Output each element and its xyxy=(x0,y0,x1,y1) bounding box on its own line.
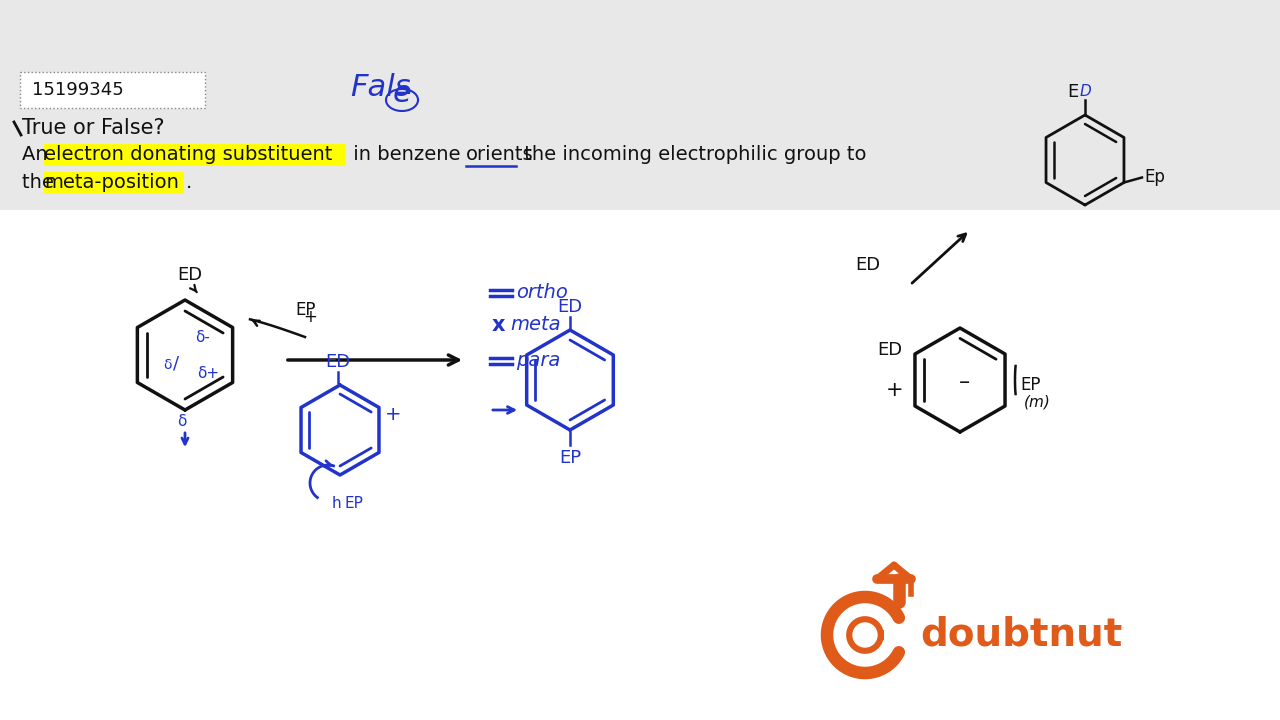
Text: 15199345: 15199345 xyxy=(32,81,124,99)
Text: ED: ED xyxy=(325,353,351,371)
Text: True or False?: True or False? xyxy=(22,118,165,138)
Text: An: An xyxy=(22,145,54,164)
Text: meta: meta xyxy=(509,315,561,335)
Text: δ: δ xyxy=(163,358,172,372)
Bar xyxy=(20,72,205,108)
Text: the incoming electrophilic group to: the incoming electrophilic group to xyxy=(518,145,867,164)
Text: EP: EP xyxy=(1020,376,1041,394)
Text: meta-position: meta-position xyxy=(44,174,179,192)
Text: x: x xyxy=(492,315,506,335)
Text: para: para xyxy=(516,351,561,371)
Text: +: + xyxy=(385,405,401,425)
Bar xyxy=(0,0,1280,210)
Text: ED: ED xyxy=(557,298,582,316)
Text: /: / xyxy=(173,354,179,372)
Text: –: – xyxy=(960,372,970,392)
Text: δ: δ xyxy=(177,413,187,428)
Text: e: e xyxy=(393,78,412,107)
Text: .: . xyxy=(186,174,192,192)
Text: ED: ED xyxy=(877,341,902,359)
Text: h: h xyxy=(332,495,342,510)
Text: EP: EP xyxy=(344,495,362,510)
Text: the: the xyxy=(22,174,60,192)
Text: D: D xyxy=(1080,84,1092,99)
Text: ortho: ortho xyxy=(516,284,568,302)
Text: +: + xyxy=(886,380,904,400)
Text: orients: orients xyxy=(466,145,534,164)
Text: Fals: Fals xyxy=(349,73,411,102)
Text: δ+: δ+ xyxy=(197,366,219,380)
Text: EP: EP xyxy=(559,449,581,467)
Text: δ-: δ- xyxy=(195,330,210,344)
Circle shape xyxy=(852,623,877,647)
Text: ED: ED xyxy=(178,266,202,284)
Text: electron donating substituent: electron donating substituent xyxy=(44,145,333,164)
Text: Ep: Ep xyxy=(1144,168,1165,186)
Text: doubtnut: doubtnut xyxy=(920,616,1123,654)
Bar xyxy=(44,172,184,194)
Text: in benzene: in benzene xyxy=(347,145,467,164)
Text: E: E xyxy=(1068,83,1078,101)
Text: (m): (m) xyxy=(1024,395,1051,410)
Text: EP: EP xyxy=(294,301,315,319)
Text: +: + xyxy=(303,308,317,326)
Bar xyxy=(44,144,346,166)
Text: ED: ED xyxy=(855,256,881,274)
